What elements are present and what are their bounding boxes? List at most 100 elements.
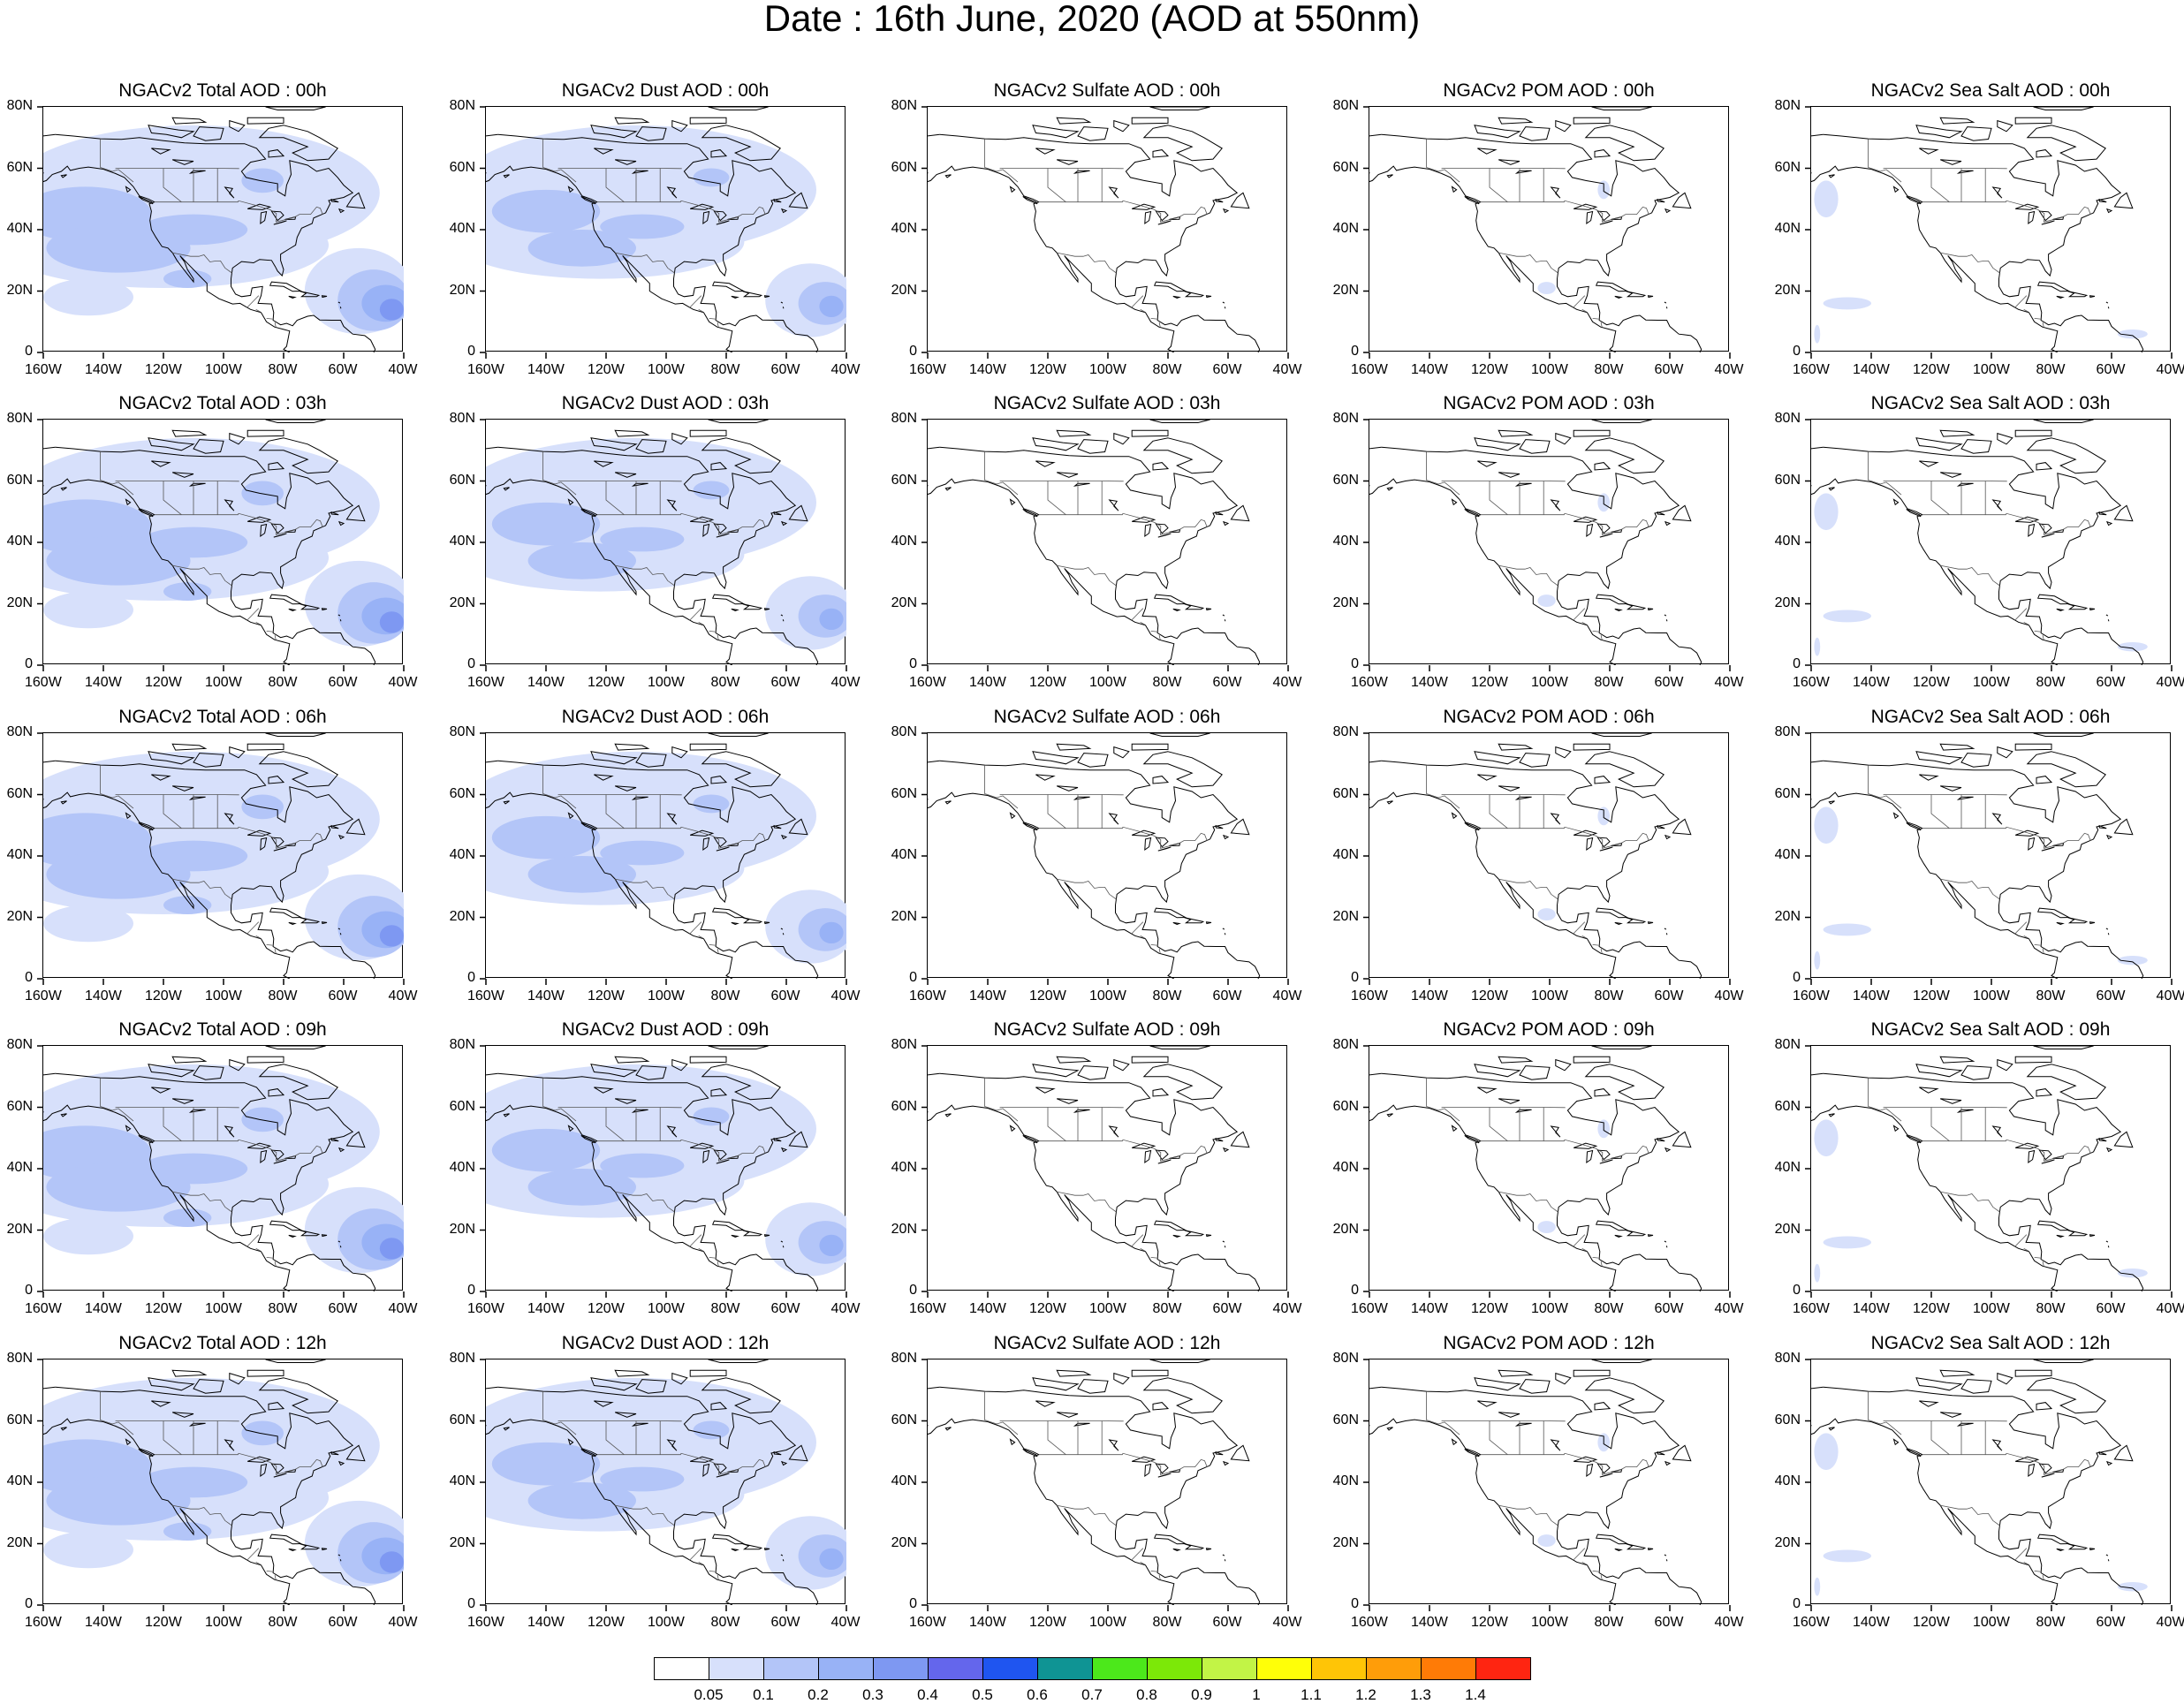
coastline — [2108, 933, 2109, 935]
x-tick-label: 60W — [325, 675, 360, 691]
coastline — [1665, 1462, 1670, 1465]
y-tick-label: 0 — [909, 1283, 917, 1299]
aod-map — [928, 107, 1288, 352]
x-tick-label: 100W — [1531, 1615, 1566, 1631]
x-tick-label: 60W — [768, 1615, 803, 1631]
political-border — [985, 139, 1018, 182]
coastline — [1615, 1235, 1621, 1237]
coastline — [1649, 296, 1654, 298]
coastline — [2090, 296, 2096, 298]
coastline — [2038, 1221, 2069, 1231]
panel-title: NGACv2 Sea Salt AOD : 09h — [1810, 1019, 2171, 1041]
coastline — [743, 1544, 762, 1549]
x-tick-label: 100W — [1089, 1615, 1125, 1631]
x-tick-label: 80W — [1149, 1301, 1185, 1317]
y-tick-label: 0 — [1793, 656, 1801, 672]
coastline — [940, 447, 1260, 665]
x-tick-label: 100W — [1973, 1301, 2008, 1317]
coastline — [1959, 1109, 1974, 1112]
political-border — [1593, 631, 1599, 632]
x-tick-label: 80W — [2033, 1301, 2068, 1317]
coastline — [783, 1559, 784, 1561]
aod-map — [43, 107, 404, 352]
political-border — [1057, 565, 1117, 586]
map-frame — [1810, 419, 2171, 664]
x-tick-label: 80W — [1591, 675, 1627, 691]
political-border — [1151, 944, 1157, 945]
coastline — [1824, 1073, 2143, 1291]
x-tick-label: 160W — [25, 1301, 60, 1317]
coastline — [1150, 107, 1210, 110]
political-border — [1922, 1453, 2090, 1474]
aod-contour — [1537, 1534, 1555, 1547]
coastline — [1352, 761, 1616, 979]
coastline — [270, 595, 301, 604]
x-tick-label: 100W — [648, 362, 683, 378]
y-tick-label: 80N — [891, 411, 917, 427]
coastline — [1173, 1235, 1179, 1237]
y-tick-label: 40N — [450, 1160, 475, 1176]
x-tick-label: 140W — [1411, 1301, 1446, 1317]
coastline — [713, 1534, 744, 1544]
coastline — [2039, 524, 2051, 534]
coastline — [1596, 1221, 1627, 1231]
panel-title: NGACv2 Dust AOD : 03h — [485, 393, 846, 414]
coastline — [2090, 1235, 2096, 1237]
coastline — [1916, 1378, 1961, 1390]
coastline — [1672, 505, 1690, 520]
colorbar-swatch — [763, 1657, 819, 1680]
aod-contour — [1814, 638, 1820, 656]
panel-title: NGACv2 Sulfate AOD : 06h — [927, 707, 1287, 728]
y-tick-label: 80N — [891, 1037, 917, 1053]
coastline — [1961, 1066, 1991, 1080]
aod-contour — [1824, 1549, 1871, 1562]
coastline — [2028, 1378, 2105, 1413]
y-tick-label: 0 — [1793, 1596, 1801, 1612]
coastline — [2029, 1151, 2035, 1163]
coastline — [1919, 1087, 1937, 1093]
coastline — [1156, 1464, 1168, 1473]
aod-contour — [43, 592, 133, 629]
coastline — [2036, 150, 2051, 157]
map-frame — [927, 1359, 1287, 1604]
x-tick-label: 140W — [527, 988, 563, 1004]
coastline — [1597, 1150, 1610, 1160]
aod-contour — [694, 481, 730, 500]
political-border — [2014, 922, 2027, 935]
aod-contour — [600, 1154, 684, 1178]
x-tick-label: 160W — [909, 988, 944, 1004]
y-tick-label: 80N — [7, 724, 33, 740]
coastline — [1596, 1534, 1627, 1544]
coastline — [1011, 813, 1015, 818]
political-border — [717, 322, 718, 327]
y-tick-label: 80N — [450, 98, 475, 114]
coastline — [1665, 209, 1670, 213]
aod-contour — [819, 922, 843, 943]
y-tick-label: 60N — [450, 1099, 475, 1115]
colorbar-swatch — [654, 1657, 709, 1680]
coastline — [2114, 193, 2132, 208]
coastline — [1894, 186, 1899, 192]
political-border — [1869, 1391, 1901, 1435]
coastline — [1144, 1064, 1222, 1100]
coastline — [1998, 121, 2013, 132]
y-tick-label: 80N — [1775, 1351, 1801, 1367]
y-tick-label: 60N — [891, 160, 917, 176]
coastline — [1940, 1370, 1973, 1376]
coastline — [1216, 1452, 1223, 1455]
coastline — [713, 282, 744, 292]
panel-title: NGACv2 Dust AOD : 06h — [485, 707, 846, 728]
coastline — [2090, 609, 2096, 610]
coastline — [1011, 1125, 1015, 1131]
coastline — [690, 430, 726, 436]
x-tick-label: 100W — [648, 675, 683, 691]
coastline — [1382, 1387, 1702, 1605]
coastline — [1185, 604, 1203, 610]
coastline — [1475, 752, 1520, 764]
x-tick-label: 120W — [1913, 1301, 1948, 1317]
coastline — [910, 134, 1174, 352]
coastline — [2057, 1549, 2063, 1550]
